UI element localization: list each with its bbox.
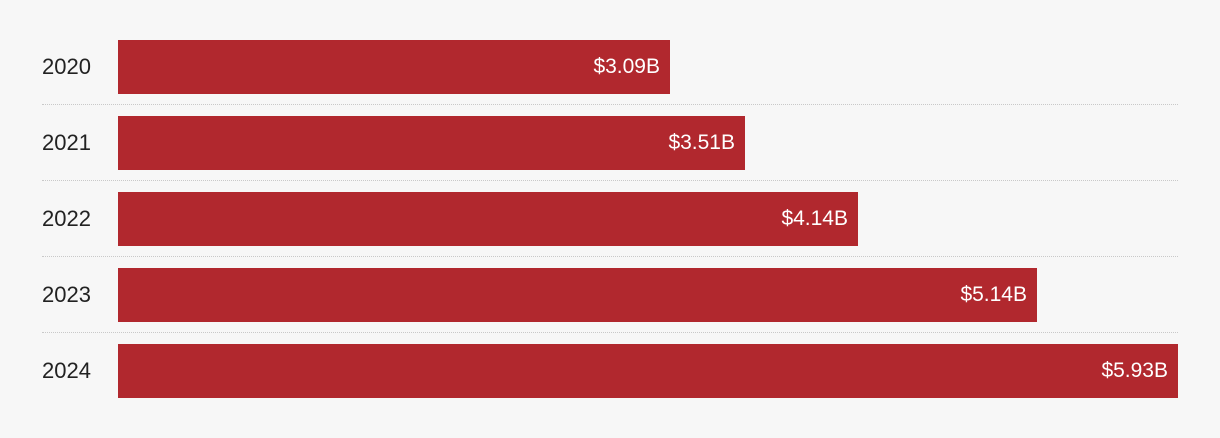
bar: $3.51B: [118, 116, 745, 170]
bar: $5.14B: [118, 268, 1037, 322]
bar: $5.93B: [118, 344, 1178, 398]
row-divider: [42, 104, 1178, 105]
row-divider: [42, 180, 1178, 181]
year-label: 2021: [42, 130, 91, 155]
year-label: 2020: [42, 54, 91, 79]
year-label: 2023: [42, 282, 91, 307]
bar-value-label: $3.09B: [593, 55, 660, 78]
bar: $4.14B: [118, 192, 858, 246]
bar-value-label: $3.51B: [668, 131, 735, 154]
year-label: 2022: [42, 206, 91, 231]
row-divider: [42, 332, 1178, 333]
row-divider: [42, 256, 1178, 257]
bar-value-label: $4.14B: [781, 207, 848, 230]
bar: $3.09B: [118, 40, 670, 94]
bar-value-label: $5.14B: [960, 283, 1027, 306]
year-label: 2024: [42, 358, 91, 383]
bar-value-label: $5.93B: [1101, 359, 1168, 382]
